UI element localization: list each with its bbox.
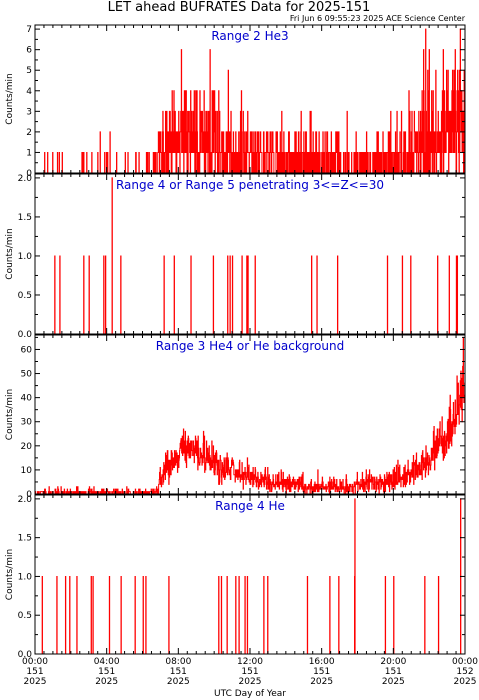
y-axis-label: Counts/min	[5, 549, 15, 600]
series-line	[35, 28, 466, 174]
x-axis: 00:00151202504:00151202508:00151202512:0…	[22, 657, 478, 687]
plot-frame	[34, 334, 466, 495]
panel-title: Range 4 He	[215, 499, 285, 513]
panel-1: 0 1 2 3 4 5 6 7 Counts/min Range 2 He3	[5, 24, 466, 179]
y-tick-label: 0.5	[18, 611, 32, 621]
panels: 0 1 2 3 4 5 6 7 Counts/min Range 2 He3 0.0 0.5 1.0 1.…	[5, 24, 466, 660]
y-tick-label: 2.0	[18, 174, 33, 184]
x-tick-year: 2025	[95, 677, 118, 687]
y-tick-label: 2.0	[18, 495, 33, 505]
x-tick-doy: 151	[98, 667, 115, 677]
x-tick-year: 2025	[310, 677, 333, 687]
y-tick-label: 40	[21, 394, 33, 404]
timestamp: Fri Jun 6 09:55:23 2025 ACE Science Cent…	[290, 14, 466, 23]
y-axis-label: Counts/min	[5, 73, 15, 124]
y-tick-label: 6	[26, 46, 32, 56]
y-tick-label: 5	[26, 66, 32, 76]
panel-2: 0.0 0.5 1.0 1.5 2.0 Counts/min Range 4 or Rang…	[5, 173, 466, 340]
y-tick-label: 0.0	[18, 650, 33, 660]
panel-title: Range 4 or Range 5 penetrating 3<=Z<=30	[116, 178, 384, 192]
x-tick-time: 08:00	[165, 657, 191, 667]
y-tick-label: 1.5	[18, 213, 32, 223]
x-tick-year: 2025	[24, 677, 47, 687]
figure-title: LET ahead BUFRATES Data for 2025-151	[108, 0, 371, 15]
plot-frame	[34, 494, 466, 655]
y-tick-label: 1	[26, 148, 32, 158]
y-tick-label: 50	[21, 370, 33, 380]
x-tick-year: 2025	[454, 677, 477, 687]
y-tick-label: 1.5	[18, 534, 32, 544]
y-tick-label: 0	[26, 169, 32, 179]
x-tick-doy: 151	[385, 667, 402, 677]
y-tick-label: 20	[21, 442, 33, 452]
x-tick-year: 2025	[167, 677, 190, 687]
y-tick-label: 2	[26, 128, 32, 138]
y-tick-label: 4	[26, 87, 32, 97]
series-line	[35, 498, 465, 655]
y-axis-label: Counts/min	[5, 389, 15, 440]
panel-title: Range 3 He4 or He background	[156, 339, 344, 353]
x-tick-time: 00:00	[452, 657, 478, 667]
panel-4: 0.0 0.5 1.0 1.5 2.0 Counts/min Range 4 He	[5, 494, 466, 660]
x-tick-time: 00:00	[22, 657, 48, 667]
x-tick-time: 20:00	[380, 657, 406, 667]
plot-frame	[34, 173, 466, 335]
series-line	[35, 177, 465, 335]
y-tick-label: 60	[21, 345, 33, 355]
x-tick-time: 16:00	[309, 657, 335, 667]
y-tick-label: 30	[21, 418, 33, 428]
y-tick-label: 0.0	[18, 330, 33, 340]
x-tick-doy: 151	[241, 667, 258, 677]
x-tick-year: 2025	[382, 677, 405, 687]
x-tick-time: 04:00	[94, 657, 120, 667]
x-tick-year: 2025	[239, 677, 262, 687]
x-tick-time: 12:00	[237, 657, 263, 667]
y-tick-label: 7	[26, 25, 32, 35]
panel-3: 0 10 20 30 40 50 60 Counts/min Range 3 He4 or He…	[5, 334, 466, 500]
y-tick-label: 0.5	[18, 291, 32, 301]
x-tick-doy: 151	[313, 667, 330, 677]
x-tick-doy: 151	[26, 667, 43, 677]
y-tick-label: 1.0	[18, 572, 33, 582]
y-tick-label: 3	[26, 107, 32, 117]
x-axis-label: UTC Day of Year	[214, 689, 286, 699]
y-axis-label: Counts/min	[5, 228, 15, 279]
y-tick-label: 0	[26, 490, 32, 500]
y-tick-label: 1.0	[18, 252, 33, 262]
series-line	[34, 336, 466, 495]
panel-title: Range 2 He3	[211, 29, 288, 43]
x-tick-doy: 152	[456, 667, 473, 677]
x-tick-doy: 151	[170, 667, 187, 677]
y-tick-label: 10	[21, 466, 33, 476]
